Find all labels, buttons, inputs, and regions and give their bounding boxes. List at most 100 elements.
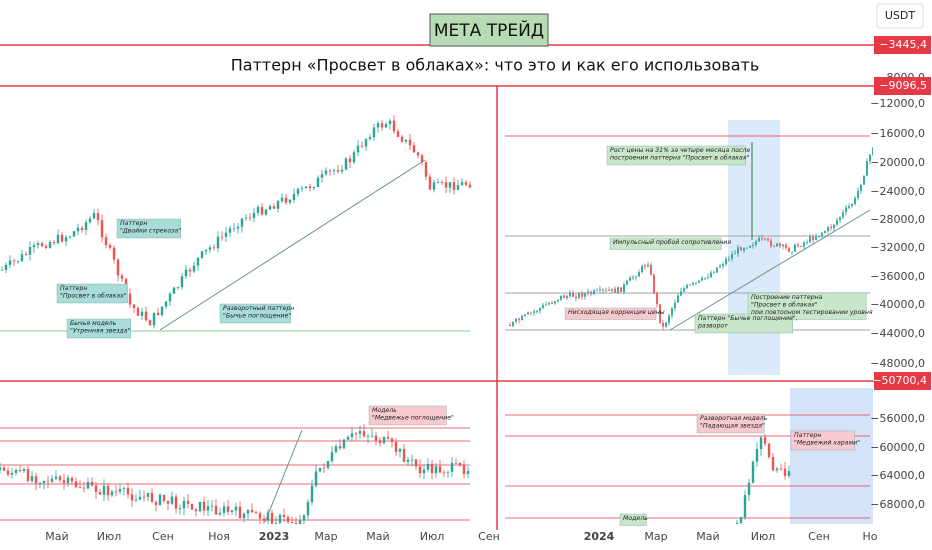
- candle: [509, 325, 511, 327]
- candle: [204, 249, 208, 252]
- candle: [767, 443, 771, 458]
- time-tick-label: Мар: [314, 530, 337, 543]
- candle: [2, 467, 6, 471]
- candle: [430, 463, 434, 474]
- candle: [182, 501, 186, 509]
- candle: [336, 170, 340, 172]
- candle: [112, 247, 116, 260]
- candle: [400, 136, 404, 142]
- candle: [668, 315, 670, 323]
- candle: [344, 158, 348, 170]
- candle: [785, 244, 787, 248]
- candle: [755, 241, 757, 245]
- candle: [142, 496, 146, 498]
- currency[interactable]: USDT: [885, 9, 916, 22]
- candle: [735, 522, 739, 524]
- candle: [376, 123, 380, 128]
- candle: [662, 322, 664, 327]
- currency-box[interactable]: [876, 3, 924, 29]
- candle: [545, 304, 547, 306]
- candle: [614, 288, 616, 293]
- annotation-text: Паттерн: [60, 285, 87, 292]
- candle: [460, 182, 464, 186]
- candle: [100, 220, 104, 238]
- candle: [584, 293, 586, 297]
- candle: [779, 468, 783, 470]
- candle: [456, 185, 460, 190]
- candle: [743, 248, 745, 251]
- candle: [436, 182, 440, 183]
- candle: [30, 476, 34, 482]
- candle: [126, 488, 130, 495]
- trend-line: [159, 159, 426, 331]
- candle: [84, 222, 88, 230]
- candle: [64, 237, 68, 242]
- candle: [72, 231, 76, 237]
- candle: [342, 439, 346, 449]
- candle: [170, 496, 174, 504]
- candle: [752, 244, 754, 246]
- candle: [52, 242, 56, 244]
- time-tick-label: Июл: [97, 530, 122, 543]
- candle: [787, 471, 791, 476]
- candle: [88, 218, 92, 223]
- candle: [148, 320, 152, 326]
- candle: [238, 506, 242, 519]
- candle: [10, 472, 14, 475]
- candle: [22, 469, 26, 472]
- candle: [770, 240, 772, 247]
- candle: [68, 236, 72, 238]
- candle: [638, 271, 640, 277]
- candle: [38, 482, 42, 484]
- price-tick-label: −64000,0: [870, 469, 925, 482]
- annotation-text: "Двойки стрекоза": [120, 228, 181, 235]
- price-label: −9096,5: [879, 79, 927, 92]
- candle: [108, 244, 112, 248]
- candle: [254, 512, 258, 514]
- candle: [764, 238, 766, 240]
- candle: [386, 436, 390, 439]
- candle: [536, 310, 538, 312]
- candle: [210, 505, 214, 507]
- candle: [650, 264, 652, 275]
- inner-chart: [499, 88, 873, 378]
- candle: [348, 158, 352, 163]
- candle: [252, 212, 256, 218]
- candle: [821, 232, 823, 236]
- candle: [192, 265, 196, 272]
- candle: [188, 269, 192, 272]
- price-tick-label: −48000,0: [870, 357, 925, 370]
- candle: [406, 459, 410, 462]
- candle: [212, 247, 216, 249]
- time-tick-label: Мар: [644, 530, 667, 543]
- candle: [206, 506, 210, 511]
- candle: [218, 512, 222, 515]
- candle: [779, 243, 781, 247]
- candle: [587, 291, 589, 294]
- time-tick-label: Но: [862, 530, 877, 543]
- candle: [518, 318, 520, 321]
- candle: [797, 244, 799, 247]
- candle: [200, 251, 204, 258]
- candle: [60, 234, 64, 242]
- candle: [290, 521, 294, 523]
- candle: [701, 277, 703, 281]
- candle: [66, 477, 70, 483]
- candle: [136, 308, 140, 316]
- candle: [120, 275, 124, 279]
- candle: [845, 207, 847, 213]
- candle: [176, 287, 180, 288]
- candle: [82, 487, 86, 489]
- candle: [434, 466, 438, 474]
- candle: [226, 506, 230, 512]
- candle: [749, 245, 751, 248]
- time-tick-label: 2024: [584, 530, 615, 543]
- candle: [557, 299, 559, 302]
- price-tick-label: −28000,0: [870, 213, 925, 226]
- candle: [274, 522, 278, 524]
- candle: [292, 193, 296, 200]
- candle: [166, 500, 170, 504]
- candle: [418, 466, 422, 474]
